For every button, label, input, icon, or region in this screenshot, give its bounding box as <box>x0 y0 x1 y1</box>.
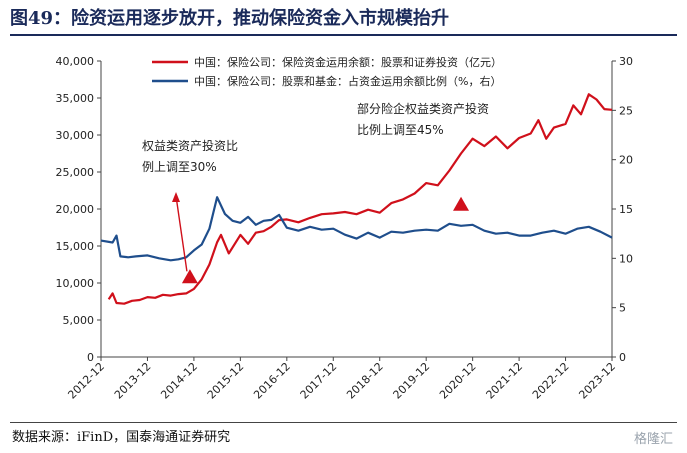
series-line-equity-ratio <box>100 196 613 262</box>
series-layer <box>100 93 613 305</box>
title-divider <box>10 34 677 36</box>
y-tick-label: 30,000 <box>56 129 95 142</box>
y2-tick-label: 30 <box>619 55 633 68</box>
x-tick-label: 2022-12 <box>530 360 572 402</box>
y-tick-label: 20,000 <box>56 203 95 216</box>
x-tick-label: 2016-12 <box>251 360 293 402</box>
chart: 0 5,000 10,000 15,000 20,000 25,000 30,000 35,0… <box>56 55 634 402</box>
x-tick-label: 2013-12 <box>112 360 154 402</box>
legend-label-balance: 中国：保险公司：保险资金运用余额：股票和证券投资（亿元） <box>194 55 502 69</box>
y-tick-label: 40,000 <box>56 55 95 68</box>
y2-tick-label: 0 <box>619 351 626 364</box>
x-tick-label: 2018-12 <box>344 360 386 402</box>
annotation-text: 权益类资产投资比 <box>142 138 238 153</box>
x-tick-label: 2012-12 <box>65 360 107 402</box>
annotation-text: 比例上调至45% <box>357 123 444 137</box>
legend: 中国：保险公司：保险资金运用余额：股票和证券投资（亿元） 中国：保险公司：股票和基… <box>152 55 502 88</box>
series-line-equity-balance <box>107 93 613 305</box>
y2-tick-label: 25 <box>619 104 633 117</box>
title-row: 图49：险资运用逐步放开，推动保险资金入市规模抬升 <box>10 4 677 34</box>
y2-tick-label: 10 <box>619 252 633 265</box>
axes-layer: 0 5,000 10,000 15,000 20,000 25,000 30,000 35,0… <box>56 55 634 402</box>
y2-tick-label: 15 <box>619 203 633 216</box>
x-tick-label: 2019-12 <box>391 360 433 402</box>
source-divider <box>10 422 677 423</box>
y2-tick-label: 20 <box>619 154 633 167</box>
annotation-marker <box>453 196 470 211</box>
x-tick-label: 2020-12 <box>437 360 479 402</box>
x-tick-label: 2023-12 <box>576 360 618 402</box>
y-tick-label: 5,000 <box>63 314 95 327</box>
y-tick-label: 35,000 <box>56 92 95 105</box>
x-tick-label: 2014-12 <box>158 360 200 402</box>
y-tick-label: 15,000 <box>56 240 95 253</box>
annotation-marker <box>181 269 198 284</box>
page-title: 图49：险资运用逐步放开，推动保险资金入市规模抬升 <box>10 8 450 29</box>
y-tick-label: 0 <box>87 351 94 364</box>
legend-label-ratio: 中国：保险公司：股票和基金：占资金运用余额比例（%，右） <box>194 74 501 88</box>
y-tick-label: 25,000 <box>56 166 95 179</box>
y2-tick-label: 5 <box>619 302 626 315</box>
annotation-text: 部分险企权益类资产投资 <box>357 101 489 116</box>
x-tick-label: 2021-12 <box>484 360 526 402</box>
annotation-arrow-line <box>175 195 188 272</box>
watermark: 格隆汇 <box>633 432 673 447</box>
y-tick-label: 10,000 <box>56 277 95 290</box>
source-note: 数据来源：iFinD，国泰海通证券研究 <box>12 430 231 445</box>
x-tick-label: 2017-12 <box>298 360 340 402</box>
x-tick-label: 2015-12 <box>205 360 247 402</box>
annotation-arrow-head <box>172 192 180 202</box>
annotation-text: 例上调至30% <box>142 160 217 174</box>
